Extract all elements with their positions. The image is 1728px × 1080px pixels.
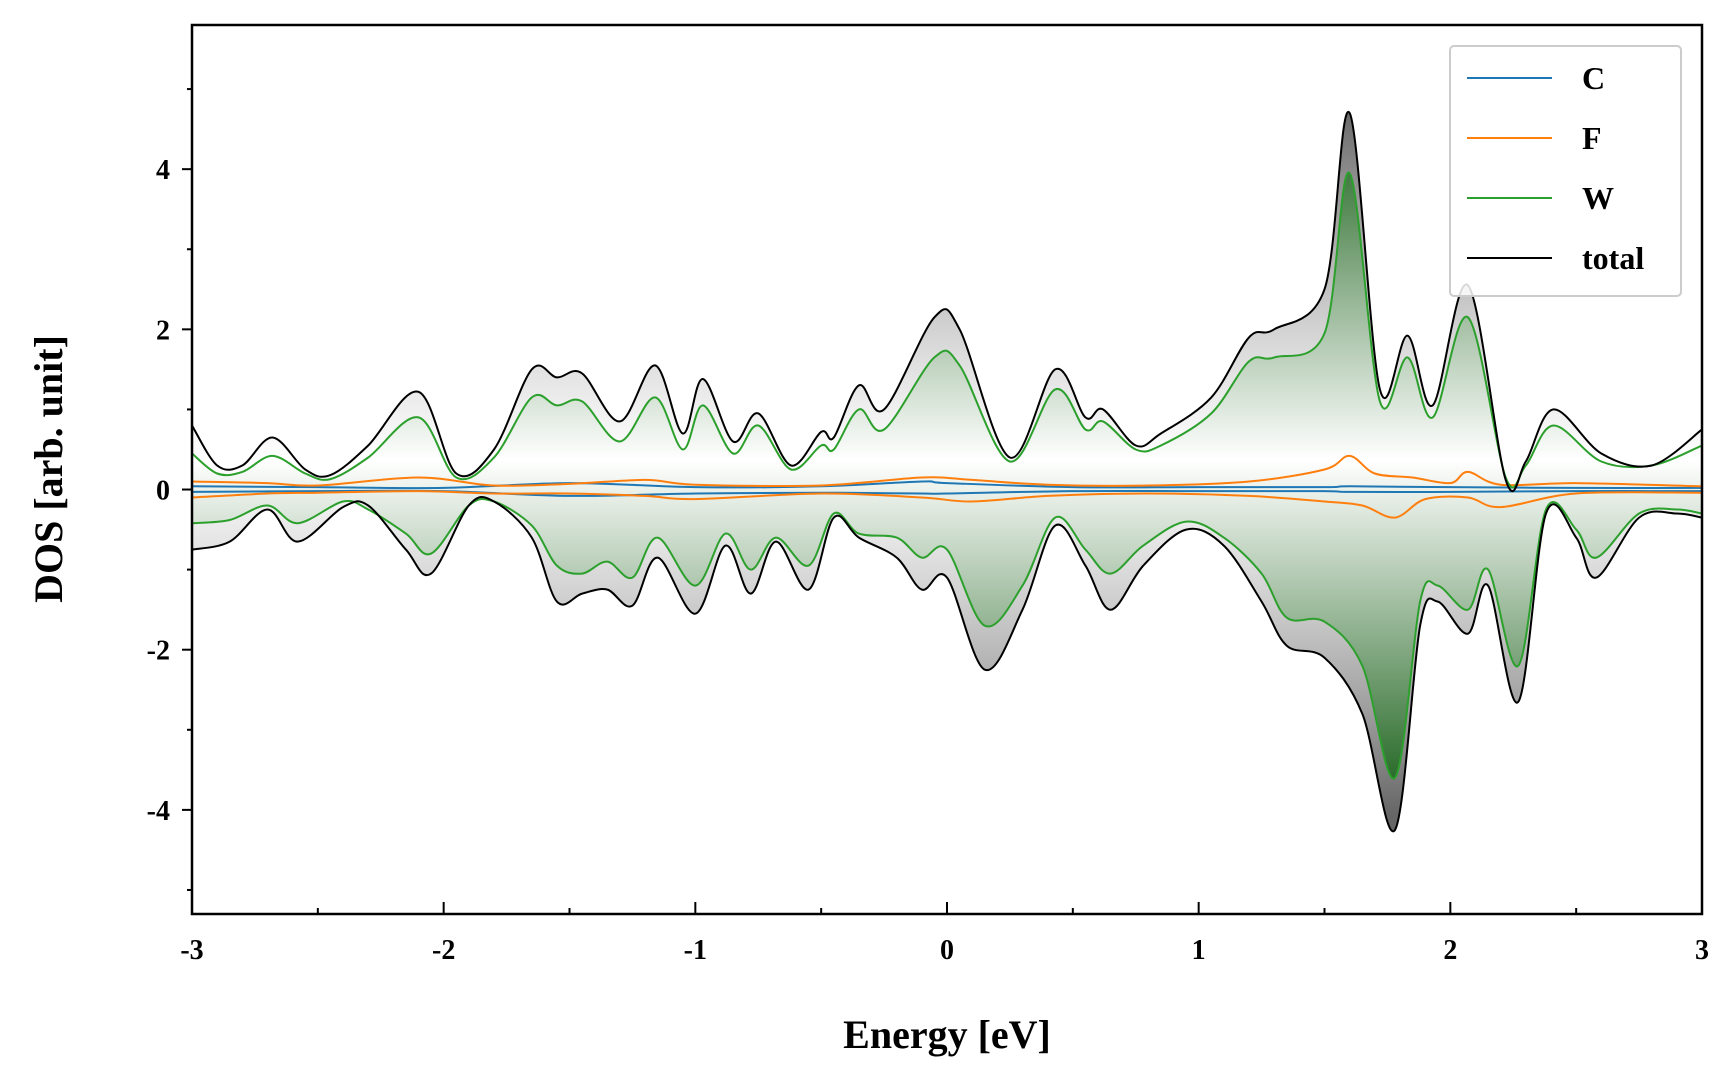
y-tick-label: 4 [156,155,170,186]
total-spin-up-line [192,110,1702,493]
y-tick-label: 0 [156,476,170,507]
w-spin-down-fill [192,489,1702,779]
y-tick-label: -4 [147,796,170,827]
x-tick-label: -3 [180,935,203,966]
x-tick-label: 2 [1443,935,1457,966]
x-axis-label: Energy [eV] [843,1012,1051,1057]
legend-label-w: W [1582,180,1614,216]
legend-label-total: total [1582,240,1644,276]
x-tick-label: 0 [940,935,954,966]
legend-box [1449,45,1682,297]
x-tick-label: -1 [684,935,707,966]
c-spin-up-line [192,480,1702,490]
y-tick-label: 2 [156,315,170,346]
x-tick-label: 1 [1192,935,1206,966]
x-tick-label: 3 [1695,935,1709,966]
legend-label-f: F [1582,120,1602,156]
f-spin-up-line [192,454,1702,488]
w-spin-up-line [192,171,1702,489]
total-spin-down-line [192,496,1702,833]
w-spin-up-fill [192,172,1702,490]
w-spin-down-line [192,498,1702,780]
legend-label-c: C [1582,60,1605,96]
f-spin-down-line [192,490,1702,519]
y-axis-label: DOS [arb. unit] [26,335,71,603]
y-tick-label: -2 [147,636,170,667]
x-tick-label: -2 [432,935,455,966]
